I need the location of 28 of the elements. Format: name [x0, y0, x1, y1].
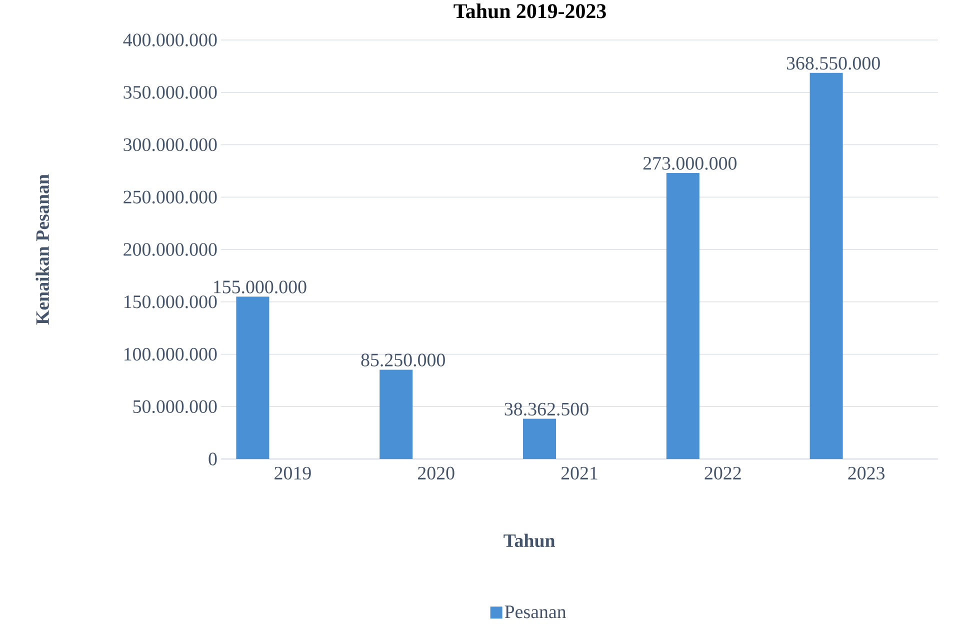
chart-title: Tahun 2019-2023	[454, 4, 606, 19]
text: 368.550.000	[786, 57, 880, 70]
y-tick-label: 350.000.000	[124, 86, 217, 100]
x-tick-label: 2022	[704, 467, 741, 480]
y-axis-title: Kenaikan Pesanan	[36, 174, 49, 325]
y-tick-label: 200.000.000	[124, 243, 217, 256]
x-tick-label: 2021	[561, 467, 598, 480]
legend-label: Pesanan	[504, 606, 566, 618]
y-tick-label: 100.000.000	[124, 348, 217, 361]
text: 155.000.000	[214, 280, 306, 294]
y-tick-label: 400.000.000	[123, 34, 217, 47]
x-tick-label: 2020	[418, 467, 454, 480]
x-tick-label: 2019	[274, 467, 311, 480]
y-tick-label: 0	[208, 452, 217, 466]
text: 38.362.500	[504, 403, 588, 416]
y-tick-label: 250.000.000	[124, 190, 217, 204]
bar	[236, 296, 270, 460]
text: 85.250.000	[361, 354, 445, 367]
y-tick-label: 150.000.000	[124, 296, 217, 309]
bar	[666, 173, 700, 460]
bar	[380, 370, 413, 460]
bar	[523, 419, 556, 460]
x-axis-title: Tahun	[504, 534, 555, 548]
x-tick-label: 2023	[848, 467, 884, 480]
text: 273.000.000	[643, 157, 737, 170]
bar	[810, 73, 843, 460]
y-tick-label: 300.000.000	[124, 138, 217, 152]
y-tick-label: 50.000.000	[133, 400, 217, 414]
